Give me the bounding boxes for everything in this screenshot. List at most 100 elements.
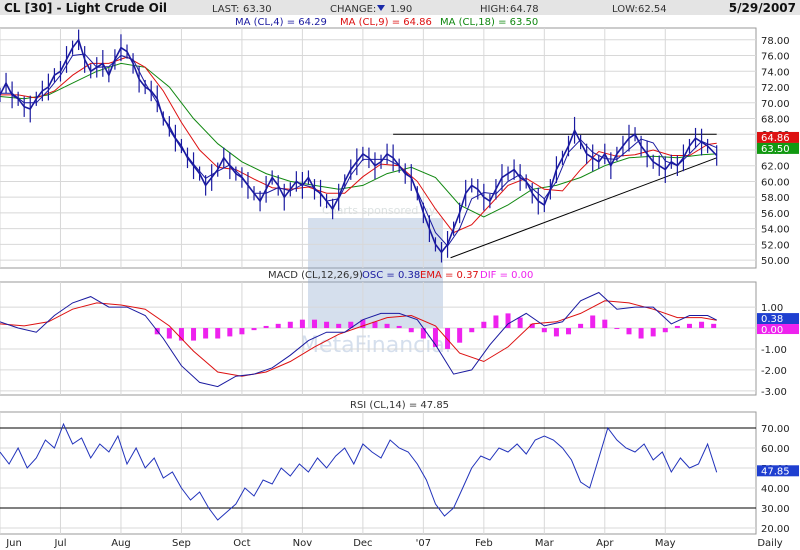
watermark-logo (308, 218, 443, 328)
rsi-y-tick-label: 40.00 (761, 484, 790, 495)
macd-hist-bar (348, 321, 354, 329)
price-tag-ma9-text: 64.86 (761, 133, 790, 144)
macd-osc-legend: OSC = 0.38 (362, 270, 420, 281)
ma18-line (0, 62, 717, 218)
watermark-sponsor-text: Charts sponsored by: (322, 204, 438, 217)
x-tick-label: May (655, 538, 676, 549)
rsi-panel-frame (0, 411, 757, 535)
price-y-tick-label: 60.00 (761, 177, 790, 188)
macd-panel-frame (0, 281, 757, 396)
macd-hist-bar (626, 328, 632, 335)
macd-hist-bar (674, 325, 680, 329)
price-y-tick-label: 74.00 (761, 67, 790, 78)
macd-hist-bar (178, 328, 184, 341)
chart-title: CL [30] - Light Crude Oil (4, 1, 167, 15)
macd-hist-bar (662, 328, 668, 333)
macd-hist-bar (420, 328, 426, 339)
macd-y-tick-label: -2.00 (761, 366, 787, 377)
macd-dif-legend: DIF = 0.00 (480, 270, 533, 281)
x-axis: Jun Jul Aug Sep Oct Nov Dec '07 Feb Mar Apr May Dail… (5, 538, 783, 549)
price-y-tick-label: 70.00 (761, 99, 790, 110)
price-tag-ma18 (757, 142, 799, 154)
macd-hist-bar (711, 323, 717, 329)
rsi-legend: RSI (CL,14) = 47.85 (350, 400, 449, 411)
macd-hist-bar (191, 328, 197, 341)
x-tick-label: Nov (293, 538, 313, 549)
macd-hist-bar (432, 328, 438, 347)
price-y-tick-label: 54.00 (761, 225, 790, 236)
macd-hist-bar (469, 328, 475, 333)
x-tick-label: Oct (233, 538, 250, 549)
rsi-y-tick-label: 30.00 (761, 504, 790, 515)
price-y-tick-label: 78.00 (761, 36, 790, 47)
low-label: LOW: (612, 4, 638, 15)
x-tick-label: Aug (111, 538, 131, 549)
x-tick-label: Apr (596, 538, 614, 549)
macd-hist-bar (299, 319, 305, 329)
last-label: LAST: (212, 4, 239, 15)
ma4-legend: MA (CL,4) = 64.29 (235, 17, 327, 28)
x-tick-label: Dec (353, 538, 372, 549)
macd-hist-bar (275, 323, 281, 329)
macd-hist-bar (614, 328, 620, 330)
high-label: HIGH: (480, 4, 509, 15)
macd-hist-bar (686, 323, 692, 329)
macd-hist-bar (311, 319, 317, 329)
macd-legend-title: MACD (CL,12,26,9) (268, 270, 363, 281)
chart-date: 5/29/2007 (729, 1, 796, 15)
macd-hist-bar (336, 323, 342, 329)
macd-hist-bar (553, 328, 559, 337)
price-tag-ma9 (757, 131, 799, 143)
macd-hist-bar (505, 313, 511, 329)
ma9-legend: MA (CL,9) = 64.86 (340, 17, 432, 28)
macd-ema-line (0, 300, 717, 377)
macd-ema-legend: EMA = 0.37 (420, 270, 479, 281)
macd-tag-dif-text: 0.00 (761, 325, 783, 336)
macd-hist-bar (251, 328, 257, 331)
macd-tag-dif (757, 324, 799, 335)
x-tick-label: Sep (172, 538, 191, 549)
ma18-legend: MA (CL,18) = 63.50 (440, 17, 538, 28)
high-value: 64.78 (510, 4, 539, 15)
change-down-arrow-icon (377, 5, 385, 11)
macd-hist-bar (578, 323, 584, 329)
low-value: 62.54 (638, 4, 667, 15)
macd-hist-bar (638, 328, 644, 339)
price-panel: 50.0052.0054.0056.0058.0060.0062.0064.00… (0, 28, 799, 268)
macd-hist-bar (239, 328, 245, 335)
change-label: CHANGE: (330, 4, 376, 15)
macd-hist-bar (215, 328, 221, 339)
x-tick-label: Jul (53, 538, 66, 549)
x-tick-label: '07 (416, 538, 431, 549)
macd-hist-bar (566, 328, 572, 335)
x-tick-label: Daily (757, 538, 782, 549)
rsi-y-tick-label: 70.00 (761, 424, 790, 435)
x-tick-label: Jun (5, 538, 22, 549)
x-tick-label: Feb (475, 538, 493, 549)
macd-hist-bar (541, 328, 547, 333)
macd-y-tick-label: -1.00 (761, 345, 787, 356)
price-y-tick-label: 52.00 (761, 240, 790, 251)
price-tag-ma18-text: 63.50 (761, 144, 790, 155)
macd-hist-bar (263, 325, 269, 329)
price-y-tick-label: 56.00 (761, 209, 790, 220)
macd-y-tick-label: 1.00 (761, 303, 783, 314)
macd-y-tick-label: -3.00 (761, 387, 787, 398)
macd-hist-bar (360, 319, 366, 329)
macd-osc-line (0, 291, 717, 388)
macd-hist-bar (457, 328, 463, 343)
macd-hist-bar (481, 321, 487, 329)
macd-hist-bar (384, 323, 390, 329)
change-value: 1.90 (390, 4, 412, 15)
rsi-tag-text: 47.85 (761, 466, 790, 477)
macd-hist-bar (445, 328, 451, 349)
macd-hist-bar (408, 328, 414, 333)
rsi-line (0, 422, 718, 521)
price-y-tick-label: 62.00 (761, 162, 790, 173)
macd-hist-bar (287, 321, 293, 329)
macd-panel: 1.000.00-1.00-2.00-3.000.380.00 (0, 282, 799, 398)
macd-tag-osc-text: 0.38 (761, 314, 783, 325)
watermark: Charts sponsored by: MetaFinancial (300, 204, 451, 358)
